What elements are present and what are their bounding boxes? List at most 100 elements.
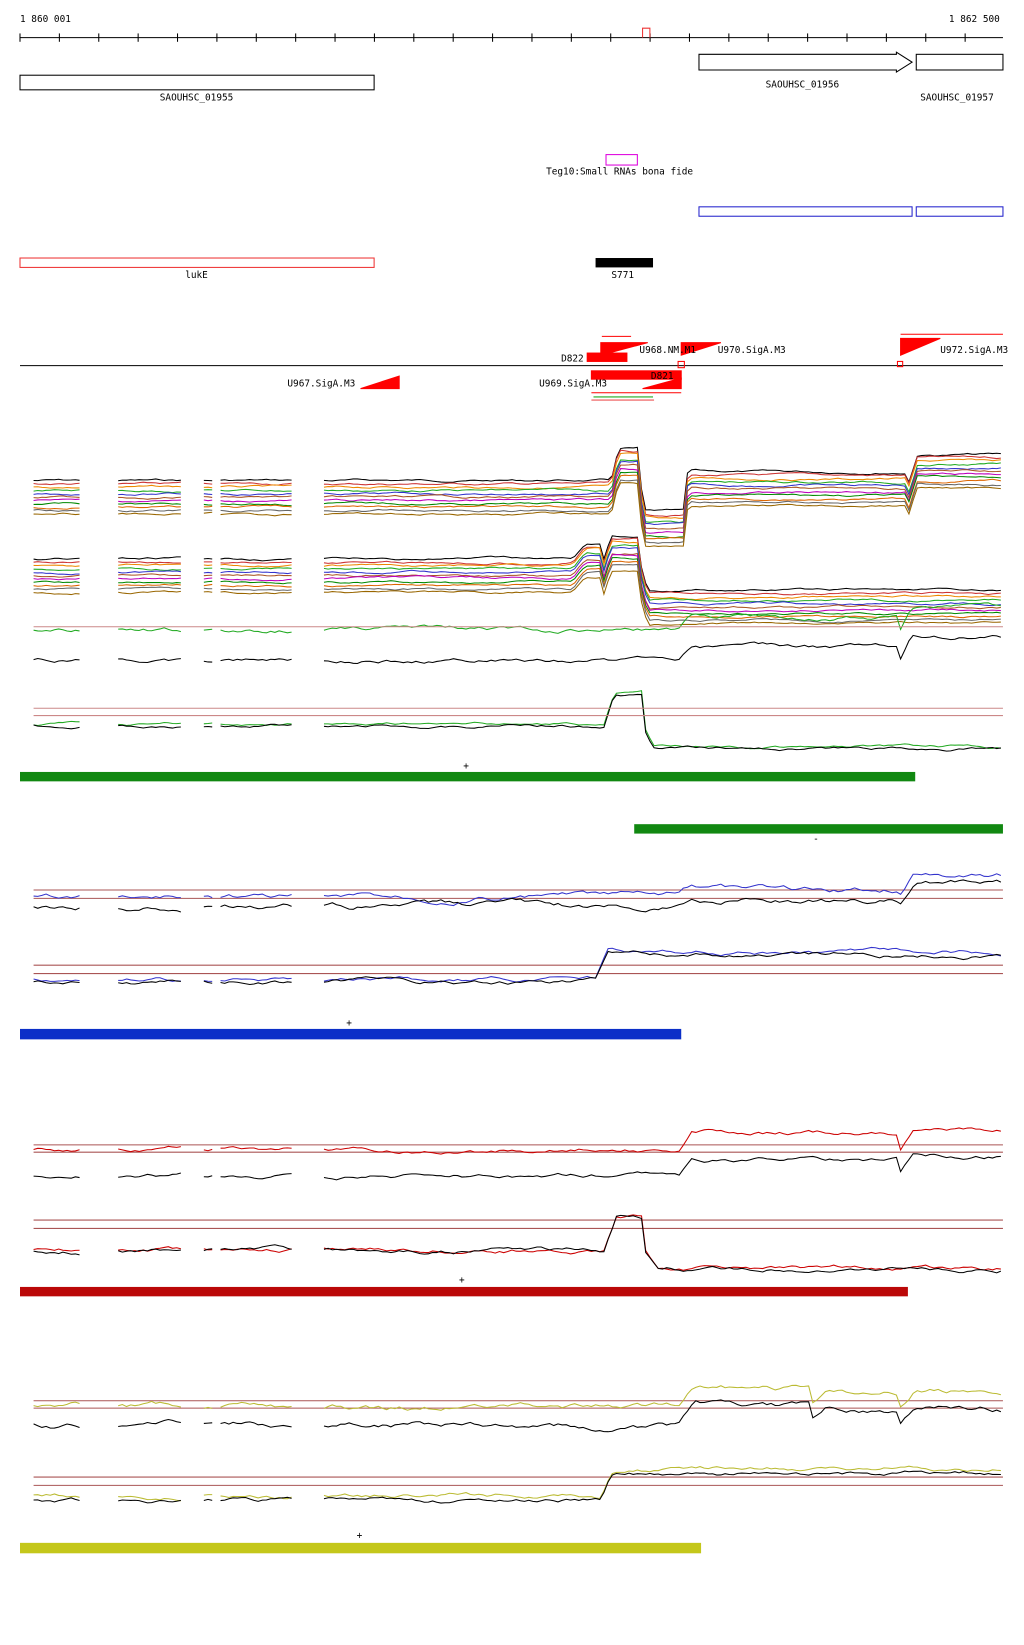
expression-curve (204, 497, 212, 498)
strand-label: + (357, 1531, 363, 1542)
expression-curve (118, 582, 181, 583)
expression-curve (221, 575, 292, 576)
expression-curve (34, 499, 80, 500)
expression-curve (324, 472, 1001, 537)
expression-curve (118, 490, 181, 492)
expression-curve (118, 479, 181, 481)
expression-curve (221, 562, 292, 563)
expression-curve (118, 584, 181, 585)
expression-curve (324, 536, 1001, 592)
expression-curve (118, 564, 181, 565)
expression-curve (221, 904, 292, 909)
expression-curve (324, 545, 1001, 602)
expression-curve (324, 694, 1001, 751)
expression-curve (221, 564, 292, 567)
expression-curve (221, 494, 292, 496)
ruler-end: 1 862 500 (949, 14, 1000, 25)
expression-curve (204, 1499, 212, 1500)
expression-curve (221, 578, 292, 580)
expression-curve (204, 1176, 212, 1177)
strand-label: + (463, 761, 469, 772)
expression-curve (118, 1419, 181, 1426)
expression-curve (221, 485, 292, 487)
expression-curve (324, 1215, 1001, 1270)
expression-curve (324, 554, 1001, 609)
expression-curve (204, 592, 212, 593)
feature-label: S771 (611, 270, 634, 281)
feature-label: lukE (185, 270, 208, 281)
expression-curve (204, 487, 212, 488)
expression-curve (221, 496, 292, 497)
ruler-start: 1 860 001 (20, 14, 71, 25)
expression-curve (221, 513, 292, 516)
expression-curve (221, 500, 292, 502)
expression-curve (118, 571, 181, 573)
expression-curve (221, 489, 292, 491)
expression-curve (324, 1385, 1001, 1410)
expression-curve (221, 1147, 292, 1150)
expression-curve (221, 589, 292, 590)
expression-curve (221, 581, 292, 584)
expression-curve (221, 978, 292, 981)
expression-curve (118, 578, 181, 579)
expression-curve (324, 460, 1001, 523)
expression-curve (204, 906, 212, 907)
expression-curve (204, 572, 212, 573)
expression-curve (204, 581, 212, 582)
expression-curve (34, 509, 80, 511)
expression-curve (118, 628, 181, 632)
expression-curve (221, 630, 292, 633)
expression-curve (324, 951, 1001, 984)
expression-curve (34, 508, 80, 510)
expression-curve (118, 506, 181, 508)
expression-curve (204, 506, 212, 507)
expression-curve (204, 1423, 212, 1424)
strand-bar (20, 1287, 908, 1296)
strand-bar (20, 1543, 701, 1553)
expression-curve (34, 479, 80, 480)
tss-label: U970.SigA.M3 (718, 345, 786, 356)
expression-curve (118, 500, 181, 502)
expression-curve (118, 591, 181, 594)
expression-curve (221, 592, 292, 594)
expression-curve (118, 493, 181, 496)
expression-curve (34, 1148, 80, 1151)
strand-label: - (813, 834, 819, 845)
gene-arrow (699, 52, 912, 72)
expression-curve (118, 503, 181, 504)
gene-label: SAOUHSC_01955 (160, 92, 234, 103)
expression-curve (204, 629, 212, 630)
gene-label: SAOUHSC_01957 (920, 92, 993, 103)
expression-curve (34, 1176, 80, 1178)
expression-curve (34, 558, 80, 560)
expression-curve (221, 571, 292, 573)
tss-label: U969.SigA.M3 (539, 378, 607, 389)
expression-curve (34, 578, 80, 579)
tss-label: U967.SigA.M3 (287, 378, 355, 389)
expression-curve (34, 725, 80, 729)
expression-curve (118, 1500, 181, 1503)
expression-curve (204, 896, 212, 898)
expression-curve (34, 503, 80, 505)
expression-curve (34, 581, 80, 582)
expression-curve (324, 1471, 1001, 1503)
expression-curve (324, 691, 1001, 749)
feature-box (596, 258, 653, 267)
expression-curve (118, 896, 181, 898)
expression-curve (221, 568, 292, 570)
expression-curve (324, 1466, 1001, 1498)
expression-tracks (34, 447, 1003, 1503)
expression-curve (118, 510, 181, 512)
expression-curve (34, 585, 80, 586)
expression-curve (204, 1495, 212, 1496)
expression-curve (324, 538, 1001, 595)
expression-curve (204, 723, 212, 724)
tss-label: D822 (561, 353, 584, 364)
expression-curve (324, 1154, 1001, 1180)
expression-curve (118, 497, 181, 499)
expression-curve (34, 1249, 80, 1251)
srna-box (606, 155, 637, 165)
expression-curve (118, 1146, 181, 1151)
expression-curve (34, 894, 80, 898)
